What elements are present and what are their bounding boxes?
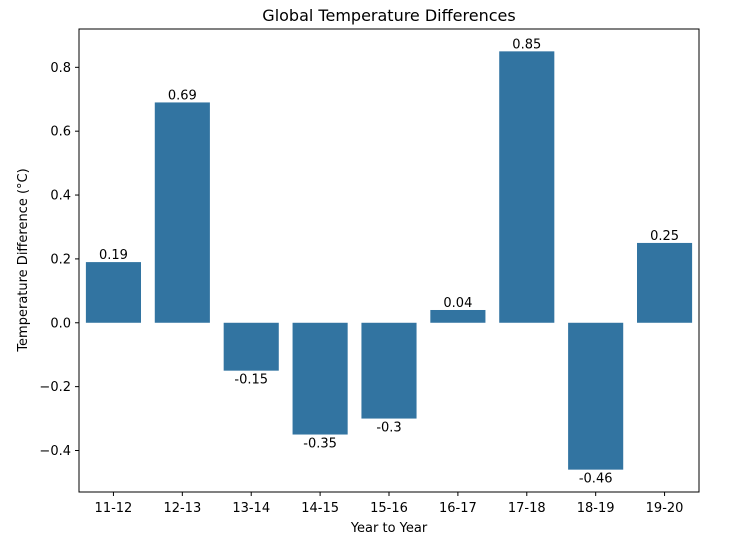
- y-tick-label: −0.2: [39, 380, 71, 395]
- y-tick-label: 0.6: [50, 125, 71, 140]
- data-label-12-13: 0.69: [168, 88, 197, 103]
- plot-frame: [78, 28, 700, 493]
- x-axis-label: Year to Year: [350, 521, 428, 536]
- x-tick-label-15-16: 15-16: [370, 501, 408, 516]
- x-tick-label-17-18: 17-18: [508, 501, 546, 516]
- y-tick-label: 0.2: [50, 252, 71, 267]
- bar-12-13: [154, 102, 210, 323]
- bar-17-18: [499, 51, 555, 323]
- chart-title: Global Temperature Differences: [262, 6, 515, 25]
- y-tick-label: 0.0: [50, 316, 71, 331]
- bar-13-14: [223, 322, 279, 371]
- x-tick-label-19-20: 19-20: [646, 501, 684, 516]
- x-tick-label-14-15: 14-15: [301, 501, 339, 516]
- y-tick-label: 0.4: [50, 189, 71, 204]
- data-label-19-20: 0.25: [650, 229, 679, 244]
- x-axis: 11-12 12-13 13-14 14-15 15-16 16-17 17-18 18-19…: [95, 492, 684, 516]
- x-tick-label-13-14: 13-14: [232, 501, 270, 516]
- x-tick-label-16-17: 16-17: [439, 501, 477, 516]
- bar-18-19: [568, 322, 624, 470]
- bars-group: [85, 51, 693, 470]
- data-label-15-16: -0.3: [376, 421, 401, 436]
- y-axis: −0.4 −0.2 0.0 0.2 0.4 0.6 0.8: [39, 61, 79, 459]
- y-tick-label: 0.8: [50, 61, 71, 76]
- data-label-11-12: 0.19: [99, 248, 128, 263]
- data-label-14-15: -0.35: [303, 437, 337, 452]
- x-tick-label-11-12: 11-12: [95, 501, 133, 516]
- y-tick-label: −0.4: [39, 444, 71, 459]
- y-axis-label: Temperature Difference (°C): [16, 168, 31, 352]
- bar-19-20: [637, 242, 693, 323]
- bar-16-17: [430, 309, 486, 323]
- data-label-17-18: 0.85: [512, 37, 541, 52]
- data-label-18-19: -0.46: [579, 472, 613, 487]
- x-tick-label-12-13: 12-13: [163, 501, 201, 516]
- x-tick-label-18-19: 18-19: [577, 501, 615, 516]
- data-label-16-17: 0.04: [443, 296, 472, 311]
- bar-14-15: [292, 322, 348, 435]
- bar-15-16: [361, 322, 417, 419]
- bar-11-12: [85, 262, 141, 323]
- data-label-13-14: -0.15: [234, 373, 268, 388]
- data-labels-group: 0.19 0.69 -0.15 -0.35 -0.3 0.04 0.85 -0.46 0.25: [99, 37, 679, 486]
